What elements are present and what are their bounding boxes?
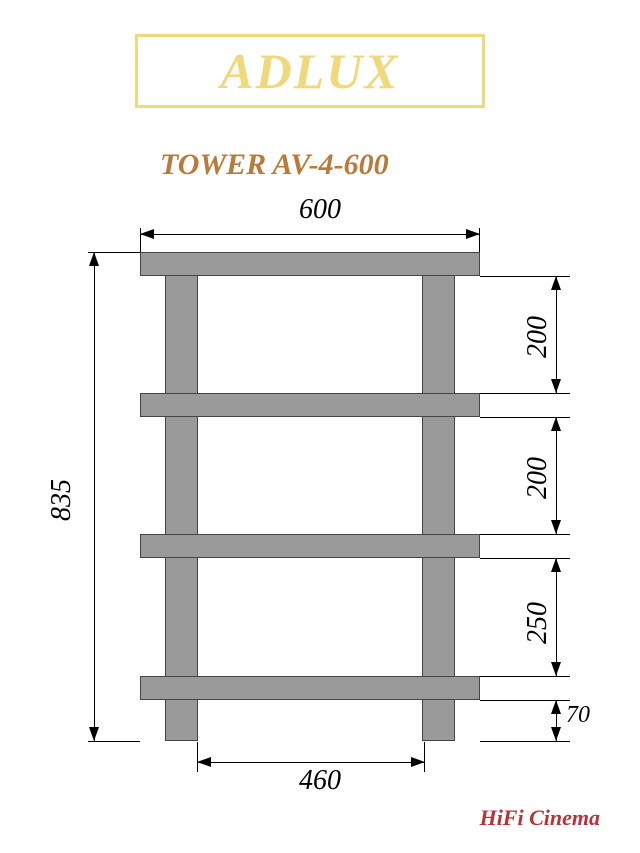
logo-frame: ADLUX	[135, 34, 485, 108]
ext-line	[480, 700, 570, 701]
engineering-drawing: 600 460 835 200 200 250 70	[0, 190, 640, 810]
ext-line	[480, 676, 570, 677]
dim-gap3-line	[556, 558, 557, 676]
arrow-icon	[551, 727, 561, 741]
dim-gap-3: 250	[522, 578, 554, 668]
arrow-icon	[89, 252, 99, 266]
arrow-icon	[411, 757, 425, 767]
shelf-2	[140, 393, 480, 417]
arrow-icon	[551, 276, 561, 290]
arrow-icon	[89, 727, 99, 741]
dim-top-width: 600	[260, 194, 380, 226]
dim-left-line	[94, 252, 95, 741]
ext-line	[480, 741, 570, 742]
ext-line	[480, 417, 570, 418]
ext-line	[197, 742, 198, 772]
brand-logo: ADLUX	[220, 42, 399, 100]
right-leg	[422, 252, 455, 741]
dim-bottom-line	[197, 762, 425, 763]
footer-brand: HiFi Cinema	[480, 805, 600, 831]
arrow-icon	[140, 229, 154, 239]
ext-line	[88, 741, 140, 742]
dim-top-line	[140, 234, 480, 235]
ext-line	[480, 393, 570, 394]
ext-line	[479, 228, 480, 252]
left-leg	[165, 252, 198, 741]
ext-line	[140, 228, 141, 252]
ext-line	[480, 534, 570, 535]
dim-gap1-line	[556, 276, 557, 393]
dim-gap-2: 200	[522, 433, 554, 523]
arrow-icon	[551, 417, 561, 431]
dim-inner-width: 460	[260, 765, 380, 797]
arrow-icon	[551, 558, 561, 572]
dim-gap-1: 200	[522, 292, 554, 382]
tower-front-view	[140, 252, 480, 741]
shelf-1	[140, 252, 480, 276]
dim-gap-4: 70	[566, 702, 590, 729]
shelf-3	[140, 534, 480, 558]
arrow-icon	[197, 757, 211, 767]
dim-gap2-line	[556, 417, 557, 534]
ext-line	[424, 742, 425, 772]
ext-line	[480, 558, 570, 559]
arrow-icon	[466, 229, 480, 239]
arrow-icon	[551, 700, 561, 714]
ext-line	[88, 252, 140, 253]
shelf-4	[140, 676, 480, 700]
dim-height: 835	[46, 420, 78, 580]
product-model: TOWER AV-4-600	[160, 148, 389, 182]
